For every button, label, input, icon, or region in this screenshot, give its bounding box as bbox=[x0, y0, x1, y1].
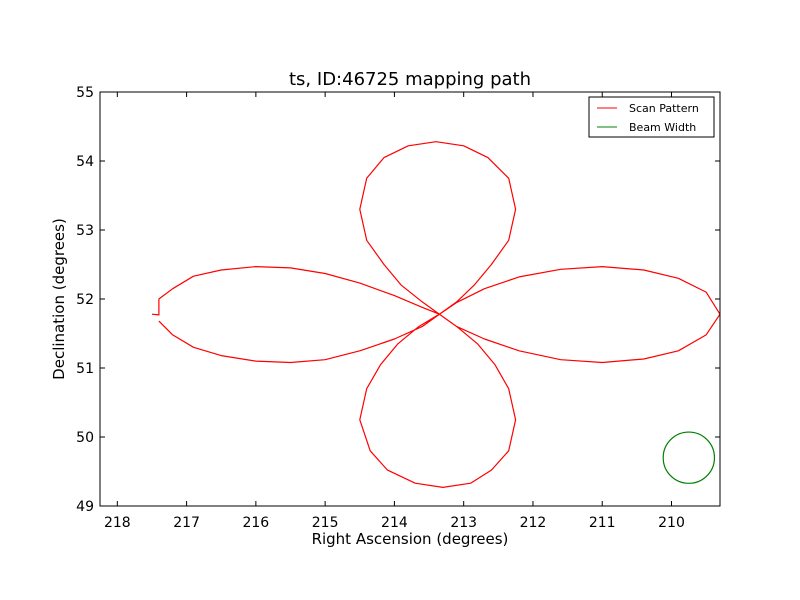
legend: Scan Pattern Beam Width bbox=[588, 96, 715, 138]
x-tick-label: 215 bbox=[312, 515, 339, 531]
x-tick-label: 217 bbox=[173, 515, 200, 531]
legend-box bbox=[588, 96, 715, 138]
x-axis-ticks: 218 217 216 215 214 213 212 211 210 bbox=[104, 92, 685, 531]
series-layer bbox=[151, 141, 720, 488]
x-axis-label: Right Ascension (degrees) bbox=[312, 530, 509, 548]
x-tick-label: 212 bbox=[520, 515, 547, 531]
y-tick-label: 49 bbox=[76, 499, 94, 515]
beam-width-circle bbox=[662, 431, 716, 484]
x-tick-label: 216 bbox=[242, 515, 269, 531]
scan-pattern-line bbox=[151, 141, 720, 488]
y-tick-label: 55 bbox=[76, 85, 94, 101]
y-tick-label: 53 bbox=[76, 223, 94, 239]
legend-label-scan: Scan Pattern bbox=[629, 102, 699, 115]
y-axis-ticks: 49 50 51 52 53 54 55 bbox=[76, 85, 720, 515]
y-tick-label: 54 bbox=[76, 154, 94, 170]
x-tick-label: 213 bbox=[450, 515, 477, 531]
y-tick-label: 51 bbox=[76, 361, 94, 377]
x-tick-label: 211 bbox=[589, 515, 616, 531]
y-axis-label: Declination (degrees) bbox=[50, 218, 68, 380]
y-tick-label: 52 bbox=[76, 292, 94, 308]
y-tick-label: 50 bbox=[76, 430, 94, 446]
legend-label-beam: Beam Width bbox=[629, 121, 696, 134]
plot-frame bbox=[99, 91, 721, 507]
x-tick-label: 214 bbox=[381, 515, 408, 531]
x-tick-label: 210 bbox=[658, 515, 685, 531]
chart-title: ts, ID:46725 mapping path bbox=[289, 69, 531, 90]
x-tick-label: 218 bbox=[104, 515, 131, 531]
